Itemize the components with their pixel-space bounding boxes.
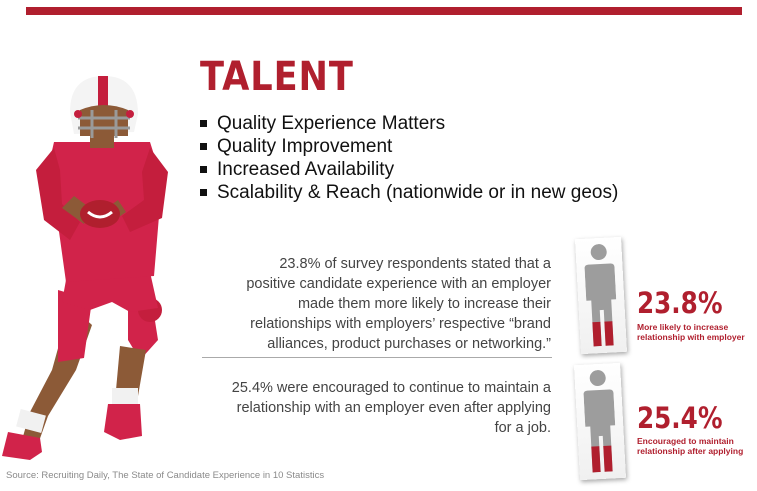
bullet-text: Quality Improvement — [217, 135, 393, 157]
bullet-item: Scalability & Reach (nationwide or in ne… — [200, 181, 618, 204]
stat-paragraph-2: 25.4% were encouraged to continue to mai… — [231, 380, 551, 436]
bullet-list: Quality Experience Matters Quality Impro… — [200, 112, 618, 204]
bullet-item: Quality Experience Matters — [200, 112, 618, 135]
page-title: TALENT — [200, 54, 354, 100]
person-silhouette-icon — [583, 243, 619, 347]
source-note: Source: Recruiting Daily, The State of C… — [6, 470, 325, 481]
person-card-1 — [575, 236, 627, 355]
square-bullet-icon — [200, 143, 207, 150]
divider — [202, 357, 552, 358]
bullet-text: Increased Availability — [217, 158, 395, 180]
stat-caption-1: More likely to increase relationship wit… — [637, 322, 745, 342]
person-silhouette-icon — [582, 369, 618, 473]
square-bullet-icon — [200, 120, 207, 127]
person-card-2 — [574, 362, 626, 481]
bullet-item: Increased Availability — [200, 158, 618, 181]
stat-value-1: 23.8% — [637, 286, 723, 320]
bullet-text: Scalability & Reach (nationwide or in ne… — [217, 181, 619, 203]
stat-paragraph-1: 23.8% of survey respondents stated that … — [246, 256, 551, 352]
bullet-text: Quality Experience Matters — [217, 112, 446, 134]
top-accent-bar — [26, 7, 742, 15]
bullet-item: Quality Improvement — [200, 135, 618, 158]
square-bullet-icon — [200, 166, 207, 173]
square-bullet-icon — [200, 189, 207, 196]
stat-value-2: 25.4% — [637, 401, 723, 435]
stat-caption-2: Encouraged to maintain relationship afte… — [637, 436, 744, 456]
football-player-illustration — [2, 76, 168, 460]
